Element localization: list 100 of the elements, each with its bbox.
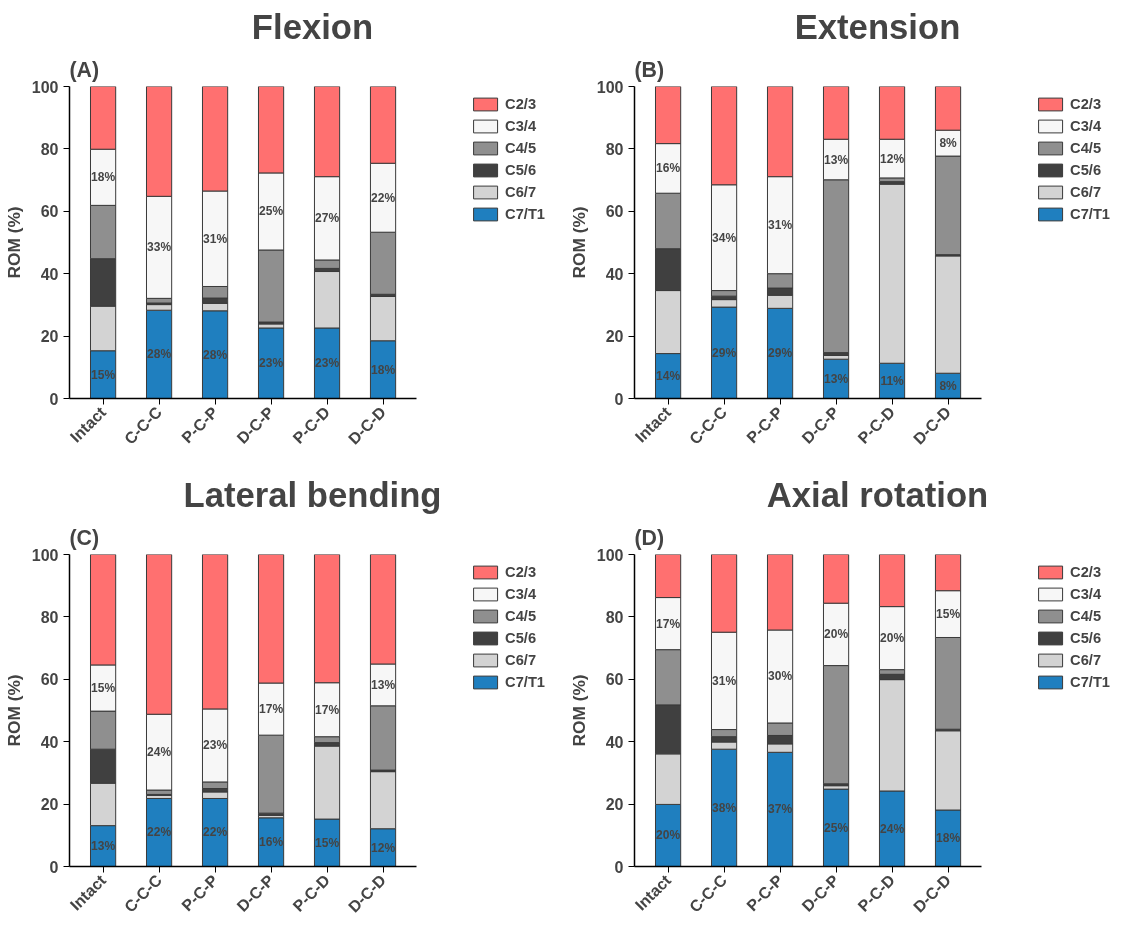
data-label: 29% — [768, 346, 793, 361]
chart-title: Extension — [794, 7, 961, 46]
data-label: 22% — [203, 825, 228, 840]
data-label: 34% — [712, 230, 737, 245]
y-tick-label: 100 — [596, 78, 624, 96]
data-label: 28% — [147, 347, 172, 362]
data-label: 18% — [91, 170, 116, 185]
data-label: 24% — [147, 745, 172, 760]
legend-label: C2/3 — [1070, 96, 1102, 112]
y-tick-label: 40 — [605, 733, 624, 751]
chart-title: Lateral bending — [183, 475, 442, 514]
data-label: 27% — [315, 211, 340, 226]
data-label: 15% — [936, 607, 961, 622]
legend-label: C2/3 — [1070, 564, 1102, 580]
data-label: 16% — [259, 835, 284, 850]
data-label: 20% — [824, 627, 849, 642]
data-label: 25% — [259, 204, 284, 219]
legend-label: C6/7 — [505, 184, 537, 200]
y-tick-label: 100 — [31, 78, 59, 96]
text: (D) — [634, 525, 665, 550]
text: (B) — [634, 57, 665, 82]
data-label: 11% — [880, 373, 905, 388]
legend-label: C5/6 — [505, 162, 537, 178]
legend-label: C7/T1 — [1070, 206, 1110, 222]
legend-label: C7/T1 — [505, 206, 545, 222]
legend-label: C4/5 — [1070, 608, 1102, 624]
legend-label: C3/4 — [505, 118, 537, 134]
data-label: 12% — [371, 840, 396, 855]
legend-label: C2/3 — [505, 96, 537, 112]
y-tick-label: 100 — [31, 546, 59, 564]
data-label: 24% — [880, 821, 905, 836]
data-label: 8% — [939, 136, 958, 151]
data-label: 31% — [768, 218, 793, 233]
data-label: 20% — [880, 631, 905, 646]
y-axis-title: ROM (%) — [568, 674, 589, 747]
y-tick-label: 0 — [49, 390, 59, 408]
data-label: 13% — [371, 677, 396, 692]
data-label: 23% — [203, 738, 228, 753]
data-label: 25% — [824, 820, 849, 835]
legend-label: C3/4 — [1070, 586, 1102, 602]
data-label: 33% — [147, 240, 172, 255]
data-label: 29% — [712, 345, 737, 360]
data-label: 38% — [712, 800, 737, 815]
legend-label: C6/7 — [1070, 184, 1102, 200]
y-tick-label: 0 — [614, 390, 624, 408]
y-tick-label: 20 — [605, 328, 624, 346]
y-tick-label: 80 — [605, 140, 624, 158]
data-label: 18% — [371, 362, 396, 377]
data-label: 22% — [147, 825, 172, 840]
legend-label: C5/6 — [1070, 162, 1102, 178]
chart-title: Flexion — [251, 7, 374, 46]
y-axis-title: ROM (%) — [3, 206, 24, 279]
data-label: 23% — [315, 356, 340, 371]
data-label: 15% — [91, 367, 116, 382]
y-tick-label: 20 — [40, 796, 59, 814]
y-tick-label: 100 — [596, 546, 624, 564]
data-label: 20% — [656, 828, 681, 843]
data-label: 13% — [824, 371, 849, 386]
data-label: 18% — [936, 831, 961, 846]
legend-label: C4/5 — [505, 608, 537, 624]
y-tick-label: 20 — [605, 796, 624, 814]
legend-label: C5/6 — [1070, 630, 1102, 646]
legend-label: C7/T1 — [1070, 674, 1110, 690]
y-tick-label: 60 — [605, 671, 624, 689]
data-label: 12% — [880, 151, 905, 166]
y-tick-label: 60 — [605, 203, 624, 221]
data-label: 23% — [259, 356, 284, 371]
data-label: 37% — [768, 802, 793, 817]
data-label: 13% — [824, 152, 849, 167]
data-label: 8% — [939, 378, 958, 393]
y-tick-label: 80 — [605, 608, 624, 626]
legend-label: C6/7 — [1070, 652, 1102, 668]
y-axis-title: ROM (%) — [568, 206, 589, 279]
data-label: 22% — [371, 190, 396, 205]
data-label: 28% — [203, 347, 228, 362]
legend-label: C4/5 — [1070, 140, 1102, 156]
y-tick-label: 40 — [40, 733, 59, 751]
data-label: 30% — [768, 669, 793, 684]
legend-label: C4/5 — [505, 140, 537, 156]
data-label: 13% — [91, 839, 116, 854]
y-tick-label: 0 — [614, 858, 624, 876]
text: (C) — [69, 525, 100, 550]
legend-label: C7/T1 — [505, 674, 545, 690]
legend-label: C6/7 — [505, 652, 537, 668]
y-tick-label: 40 — [605, 265, 624, 283]
data-label: 15% — [91, 681, 116, 696]
y-axis-title: ROM (%) — [3, 674, 24, 747]
legend-label: C5/6 — [505, 630, 537, 646]
data-label: 17% — [656, 616, 681, 631]
data-label: 16% — [656, 161, 681, 176]
data-label: 31% — [712, 673, 737, 688]
data-label: 17% — [259, 702, 284, 717]
data-label: 17% — [315, 702, 340, 717]
legend-label: C3/4 — [505, 586, 537, 602]
y-tick-label: 60 — [40, 671, 59, 689]
y-tick-label: 40 — [40, 265, 59, 283]
text: (A) — [69, 57, 100, 82]
legend-label: C3/4 — [1070, 118, 1102, 134]
y-tick-label: 60 — [40, 203, 59, 221]
data-label: 14% — [656, 369, 681, 384]
